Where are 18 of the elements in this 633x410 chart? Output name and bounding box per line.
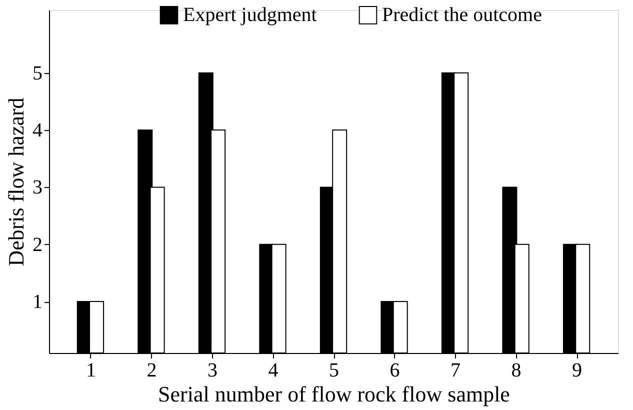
x-tick-label: 5 bbox=[329, 360, 339, 382]
y-tick-label: 4 bbox=[32, 120, 42, 142]
y-tick-label: 2 bbox=[32, 234, 42, 256]
y-axis-title: Debris flow hazard bbox=[4, 98, 28, 266]
x-tick-label: 6 bbox=[390, 360, 400, 382]
x-tick-label: 8 bbox=[511, 360, 522, 382]
x-tick-label: 2 bbox=[146, 360, 157, 382]
x-tick-label: 7 bbox=[450, 360, 461, 382]
legend-label: Expert judgment bbox=[183, 4, 318, 26]
x-axis-title: Serial number of flow rock flow sample bbox=[158, 382, 510, 406]
x-tick-label: 4 bbox=[268, 360, 278, 382]
y-tick-label: 3 bbox=[32, 176, 42, 199]
x-tick-label: 1 bbox=[86, 360, 96, 382]
y-tick-label: 1 bbox=[32, 291, 42, 314]
x-tick-label: 9 bbox=[572, 360, 582, 382]
legend-label: Predict the outcome bbox=[382, 4, 542, 26]
x-tick-label: 3 bbox=[207, 360, 218, 382]
y-tick-label: 5 bbox=[32, 62, 42, 84]
